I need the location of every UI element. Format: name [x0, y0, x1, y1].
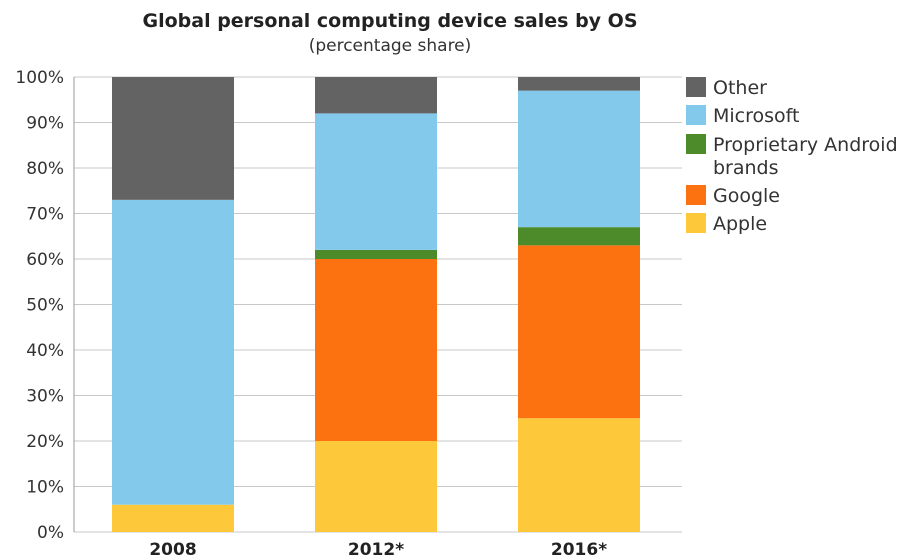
bar-segment: [315, 441, 437, 532]
y-tick-label: 80%: [26, 159, 64, 179]
bar-segment: [315, 113, 437, 250]
bar-segment: [112, 504, 234, 532]
legend-item: Microsoft: [686, 105, 799, 127]
bar-segment: [518, 245, 640, 419]
bar-segment: [315, 77, 437, 114]
bar-segment: [315, 259, 437, 441]
legend-swatch: [686, 105, 706, 125]
y-tick-label: 50%: [26, 296, 64, 316]
y-tick-label: 90%: [26, 114, 64, 134]
y-tick-label: 30%: [26, 387, 64, 407]
legend-label: Proprietary Android brands: [713, 134, 898, 179]
legend-label: Apple: [713, 213, 767, 235]
legend-item: Apple: [686, 213, 767, 235]
bar-segment: [518, 418, 640, 532]
legend-swatch: [686, 77, 706, 97]
legend-item: Google: [686, 185, 780, 207]
x-axis: 2008 2012* 2016*: [149, 540, 607, 556]
legend: Other Microsoft Proprietary Android brands G…: [686, 77, 898, 235]
legend-label: Google: [713, 185, 780, 207]
x-tick-label: 2016*: [551, 540, 607, 556]
legend-swatch: [686, 213, 706, 233]
y-tick-label: 0%: [37, 523, 64, 543]
y-tick-label: 10%: [26, 478, 64, 498]
legend-swatch: [686, 134, 706, 154]
y-axis: 0% 10% 20% 30% 40% 50% 60% 70% 80% 90% 100%: [15, 68, 75, 543]
bars: [112, 77, 640, 532]
y-tick-label: 40%: [26, 341, 64, 361]
y-tick-label: 60%: [26, 250, 64, 270]
legend-item: Other: [686, 77, 767, 99]
bar-segment: [518, 90, 640, 228]
legend-label: Other: [713, 77, 767, 99]
y-tick-label: 70%: [26, 205, 64, 225]
legend-swatch: [686, 185, 706, 205]
legend-item: Proprietary Android brands: [686, 134, 898, 179]
bar-segment: [518, 227, 640, 246]
x-tick-label: 2012*: [348, 540, 404, 556]
bar-segment: [112, 77, 234, 200]
bar-segment: [518, 77, 640, 91]
chart-title: Global personal computing device sales b…: [142, 10, 638, 32]
x-tick-label: 2008: [149, 540, 196, 556]
chart-subtitle: (percentage share): [308, 36, 472, 56]
y-tick-label: 20%: [26, 432, 64, 452]
bar-segment: [315, 249, 437, 259]
legend-label: Microsoft: [713, 105, 799, 127]
bar-segment: [112, 199, 234, 505]
y-tick-label: 100%: [15, 68, 64, 88]
